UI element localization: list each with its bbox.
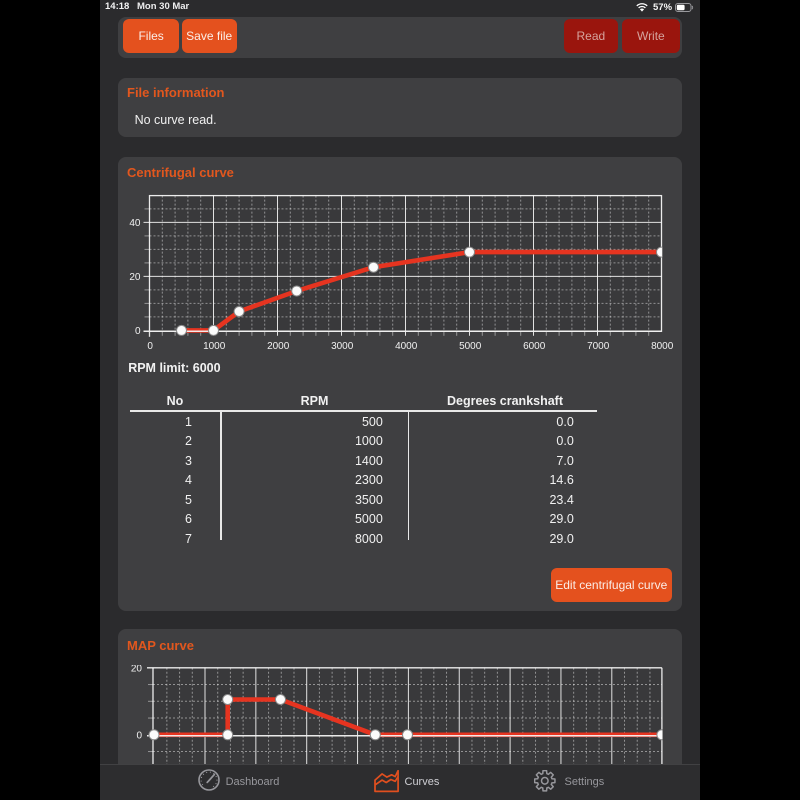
svg-text:2000: 2000: [267, 341, 290, 352]
svg-text:40: 40: [129, 218, 141, 229]
svg-text:1000: 1000: [203, 341, 226, 352]
svg-text:0: 0: [136, 730, 142, 741]
svg-text:8000: 8000: [651, 341, 674, 352]
svg-text:0: 0: [147, 341, 153, 352]
svg-text:4000: 4000: [395, 341, 418, 352]
svg-text:7000: 7000: [587, 341, 610, 352]
svg-text:20: 20: [131, 665, 143, 675]
svg-text:6000: 6000: [523, 341, 546, 352]
svg-text:3000: 3000: [331, 341, 354, 352]
svg-text:0: 0: [135, 326, 141, 337]
svg-text:5000: 5000: [459, 341, 482, 352]
svg-text:20: 20: [129, 272, 141, 283]
